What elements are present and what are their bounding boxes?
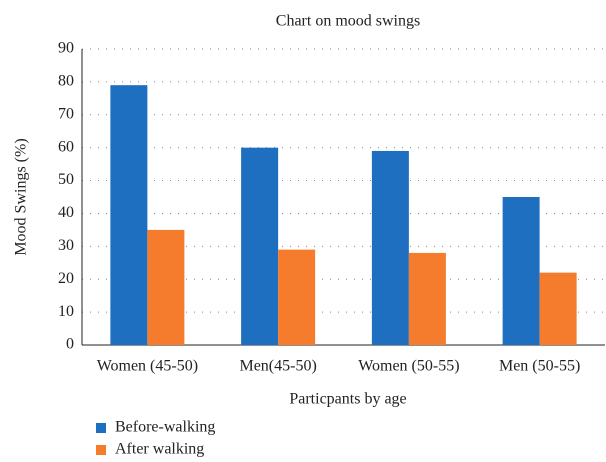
bar [110, 85, 148, 345]
x-tick-label: Men(45-50) [239, 358, 316, 375]
x-tick-label: Men (50-55) [499, 358, 580, 375]
x-tick-label: Women (45-50) [97, 358, 198, 375]
x-axis-label: Particpants by age [289, 391, 406, 408]
y-tick-label: 50 [58, 171, 74, 188]
y-axis-label: Mood Swings (%) [13, 138, 30, 255]
y-tick-label: 40 [58, 204, 74, 221]
bar [502, 197, 540, 345]
y-tick-label: 30 [58, 237, 74, 254]
legend-label: Before-walking [115, 419, 215, 436]
legend-swatch [96, 423, 106, 433]
bar [539, 272, 577, 345]
y-tick-label: 0 [66, 336, 74, 353]
y-tick-label: 10 [58, 303, 74, 320]
bar [278, 249, 316, 345]
y-tick-label: 90 [58, 40, 74, 57]
bar [408, 252, 446, 345]
y-tick-label: 20 [58, 270, 74, 287]
bar [147, 229, 185, 345]
legend-swatch [96, 445, 106, 455]
x-tick-label: Women (50-55) [358, 358, 459, 375]
bar [371, 150, 409, 345]
bar [241, 147, 279, 345]
y-tick-label: 80 [58, 73, 74, 90]
legend-label: After walking [115, 441, 204, 458]
chart-title: Chart on mood swings [276, 13, 420, 30]
y-tick-label: 60 [58, 138, 74, 155]
y-tick-label: 70 [58, 105, 74, 122]
